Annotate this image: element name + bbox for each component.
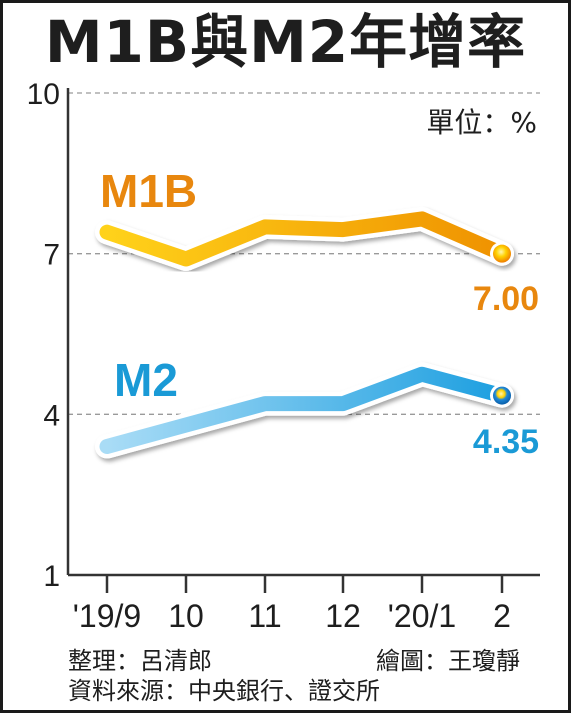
illustrator-credit: 繪圖：王瓊靜 [376, 647, 520, 675]
x-tick-label: 11 [248, 598, 281, 634]
y-tick-label: 4 [43, 399, 60, 432]
y-tick-label: 1 [43, 560, 60, 593]
source-credit: 資料來源：中央銀行、證交所 [68, 677, 380, 705]
end-value-label-m2: 4.35 [473, 423, 539, 461]
x-tick-label: '20/1 [388, 598, 456, 634]
end-marker-m2 [493, 386, 511, 405]
end-value-label-m1b: 7.00 [473, 280, 539, 318]
x-tick-label: '19/9 [73, 598, 141, 634]
series-line-m2 [99, 366, 510, 454]
editor-credit: 整理：呂清郎 [68, 647, 212, 675]
unit-label: 單位：% [426, 106, 537, 139]
series-name-m2: M2 [114, 354, 178, 406]
chart-title: M1B與M2年增率 [44, 8, 527, 76]
x-tick-label: 2 [493, 598, 511, 634]
series-name-m1b: M1B [100, 165, 197, 217]
x-tick-label: 10 [168, 598, 204, 634]
series-line-m1b [99, 211, 510, 267]
y-tick-label: 10 [27, 78, 60, 111]
x-tick-label: 12 [325, 598, 361, 634]
y-tick-label: 7 [43, 239, 60, 272]
end-marker-m1b [493, 244, 511, 263]
